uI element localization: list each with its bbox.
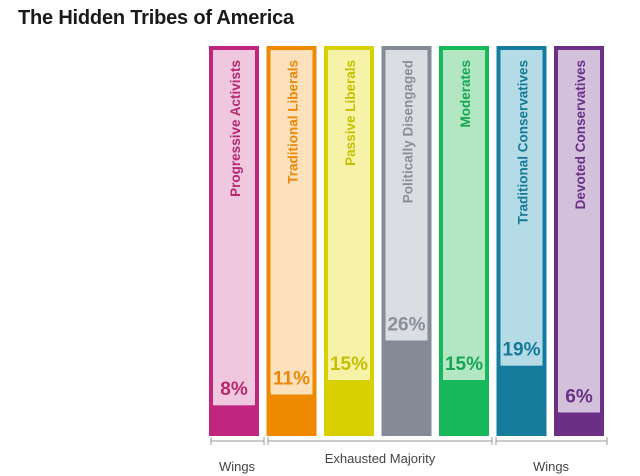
value-label-box [330,330,368,380]
bar-upper [502,52,541,316]
category-label: Progressive Activists [228,60,243,197]
bar-traditional-conservatives: 19% Traditional Conservatives [496,46,547,436]
category-label: Devoted Conservatives [573,60,588,209]
group-brackets: Wings Exhausted Majority Wings [210,437,608,474]
bar-politically-disengaged: 26% Politically Disengaged [381,46,432,436]
category-label: Politically Disengaged [401,60,416,203]
value-label: 26% [387,314,425,335]
category-label: Passive Liberals [343,60,358,166]
group-exhausted-majority: Exhausted Majority [267,437,493,466]
value-label: 8% [220,379,248,400]
value-label-box [445,330,483,380]
bar-progressive-activists: 8% Progressive Activists [209,46,259,436]
bar-value-fill [324,380,374,434]
bar-value-fill [209,405,259,434]
value-label: 19% [502,340,540,361]
value-label-box [387,290,426,341]
group-label: Wings [219,459,256,474]
value-label: 6% [565,386,593,407]
value-label: 15% [445,354,483,375]
bar-upper [387,52,426,291]
value-label: 15% [330,354,368,375]
category-label: Traditional Liberals [286,60,301,184]
value-label: 11% [273,368,310,389]
group-label: Wings [533,459,570,474]
bar-upper [215,52,253,356]
bar-upper [560,52,598,363]
bar-value-fill [496,365,547,434]
bar-value-fill [381,340,432,434]
bar-upper [445,52,483,330]
group-wings: Wings [210,437,265,474]
value-label-box [215,355,253,406]
bar-upper [272,52,311,345]
group-label: Exhausted Majority [325,451,436,466]
value-label-box [502,315,541,366]
value-label-box [560,362,598,413]
group-wings: Wings [495,437,608,474]
bar-devoted-conservatives: 6% Devoted Conservatives [554,46,604,436]
chart-title: The Hidden Tribes of America [18,7,294,29]
bars-layer: 8% Progressive Activists 11% Traditional Li… [209,46,604,436]
category-label: Traditional Conservatives [516,60,531,224]
bar-traditional-liberals: 11% Traditional Liberals [266,46,317,436]
value-label-box [272,344,311,395]
bar-upper [330,52,368,330]
bar-value-fill [439,380,489,434]
category-label: Moderates [458,60,473,128]
bar-passive-liberals: 15% Passive Liberals [324,46,374,436]
bar-value-fill [266,394,317,434]
bar-value-fill [554,412,604,434]
bar-moderates: 15% Moderates [439,46,489,436]
